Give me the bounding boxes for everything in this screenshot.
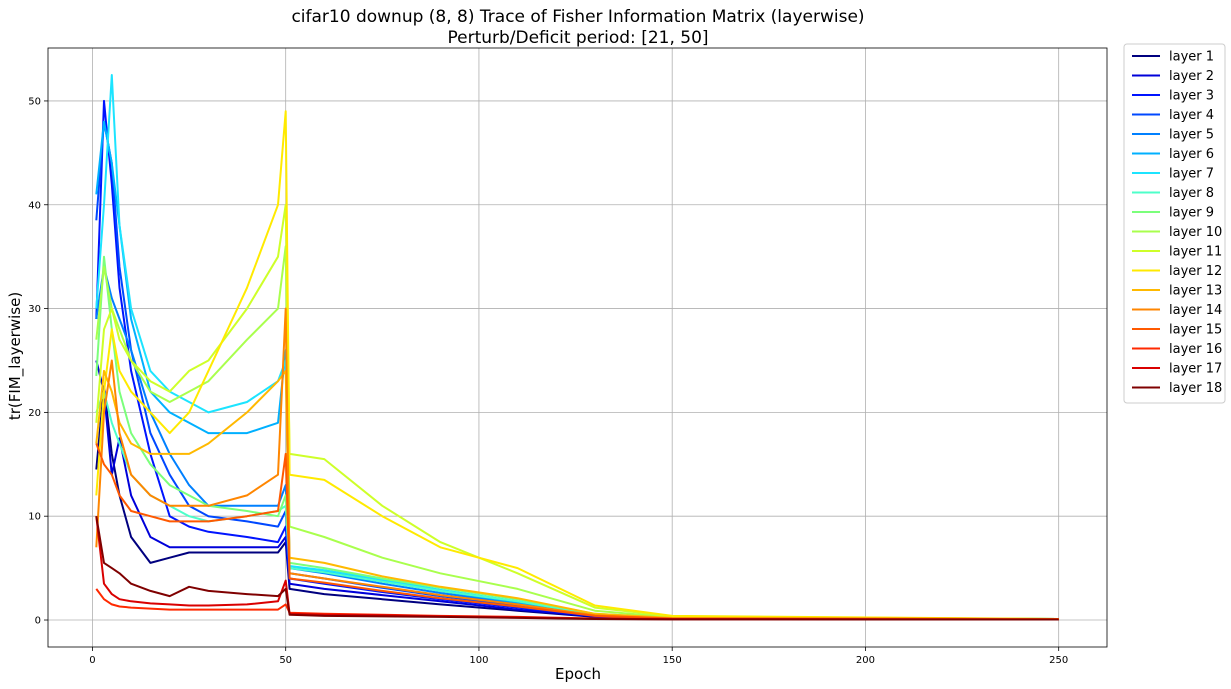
series-line-layer-9 <box>95 255 1059 620</box>
x-tick-label: 100 <box>469 655 488 666</box>
legend-label: layer 9 <box>1169 206 1214 221</box>
y-ticks: 0 10 20 30 40 50 <box>28 96 48 627</box>
y-tick-label: 40 <box>28 200 41 211</box>
x-ticks: 0 50 100 150 200 250 <box>89 647 1068 666</box>
x-tick-label: 200 <box>856 655 875 666</box>
series-line-layer-6 <box>95 120 1059 620</box>
series-line-layer-11 <box>95 203 1059 620</box>
legend-label: layer 1 <box>1169 50 1214 65</box>
legend-label: layer 8 <box>1169 186 1214 201</box>
x-tick-label: 0 <box>89 655 95 666</box>
chart-subtitle: Perturb/Deficit period: [21, 50] <box>447 28 708 48</box>
grid <box>48 48 1107 647</box>
legend-label: layer 12 <box>1169 264 1222 279</box>
series-line-layer-12 <box>95 110 1059 620</box>
series-line-layer-5 <box>95 266 1059 620</box>
legend-label: layer 14 <box>1169 303 1222 318</box>
legend-label: layer 13 <box>1169 284 1222 299</box>
x-axis-label: Epoch <box>555 665 601 683</box>
series-line-layer-18 <box>95 516 1059 621</box>
series-line-layer-13 <box>95 369 1059 620</box>
chart-title: cifar10 downup (8, 8) Trace of Fisher In… <box>291 7 864 27</box>
series-line-layer-10 <box>95 245 1059 620</box>
y-tick-label: 50 <box>28 96 41 107</box>
legend-label: layer 3 <box>1169 89 1214 104</box>
legend-label: layer 6 <box>1169 147 1214 162</box>
series-lines <box>95 74 1059 621</box>
y-tick-label: 20 <box>28 408 41 419</box>
y-axis-label: tr(FIM_layerwise) <box>6 292 25 420</box>
series-line-layer-3 <box>95 99 1059 620</box>
series-line-layer-17 <box>95 516 1059 621</box>
legend: layer 1 layer 2 layer 3 layer 4 layer 5 layer… <box>1123 43 1226 404</box>
series-line-layer-1 <box>95 385 1059 620</box>
y-tick-label: 0 <box>35 616 41 627</box>
legend-label: layer 2 <box>1169 69 1214 84</box>
legend-label: layer 4 <box>1169 108 1214 123</box>
legend-label: layer 7 <box>1169 167 1214 182</box>
x-tick-label: 50 <box>279 655 292 666</box>
legend-label: layer 5 <box>1169 128 1214 143</box>
legend-label: layer 16 <box>1169 342 1222 357</box>
legend-label: layer 10 <box>1169 225 1222 240</box>
y-tick-label: 10 <box>28 512 41 523</box>
legend-label: layer 11 <box>1169 245 1222 260</box>
legend-label: layer 15 <box>1169 323 1222 338</box>
series-line-layer-15 <box>95 443 1059 620</box>
x-tick-label: 150 <box>663 655 682 666</box>
y-tick-label: 30 <box>28 304 41 315</box>
series-line-layer-2 <box>95 360 1059 620</box>
legend-label: layer 18 <box>1169 381 1222 396</box>
x-tick-label: 250 <box>1049 655 1068 666</box>
plot-frame <box>47 47 1108 648</box>
series-line-layer-14 <box>95 307 1059 620</box>
series-line-layer-4 <box>95 120 1059 620</box>
legend-label: layer 17 <box>1169 362 1222 377</box>
